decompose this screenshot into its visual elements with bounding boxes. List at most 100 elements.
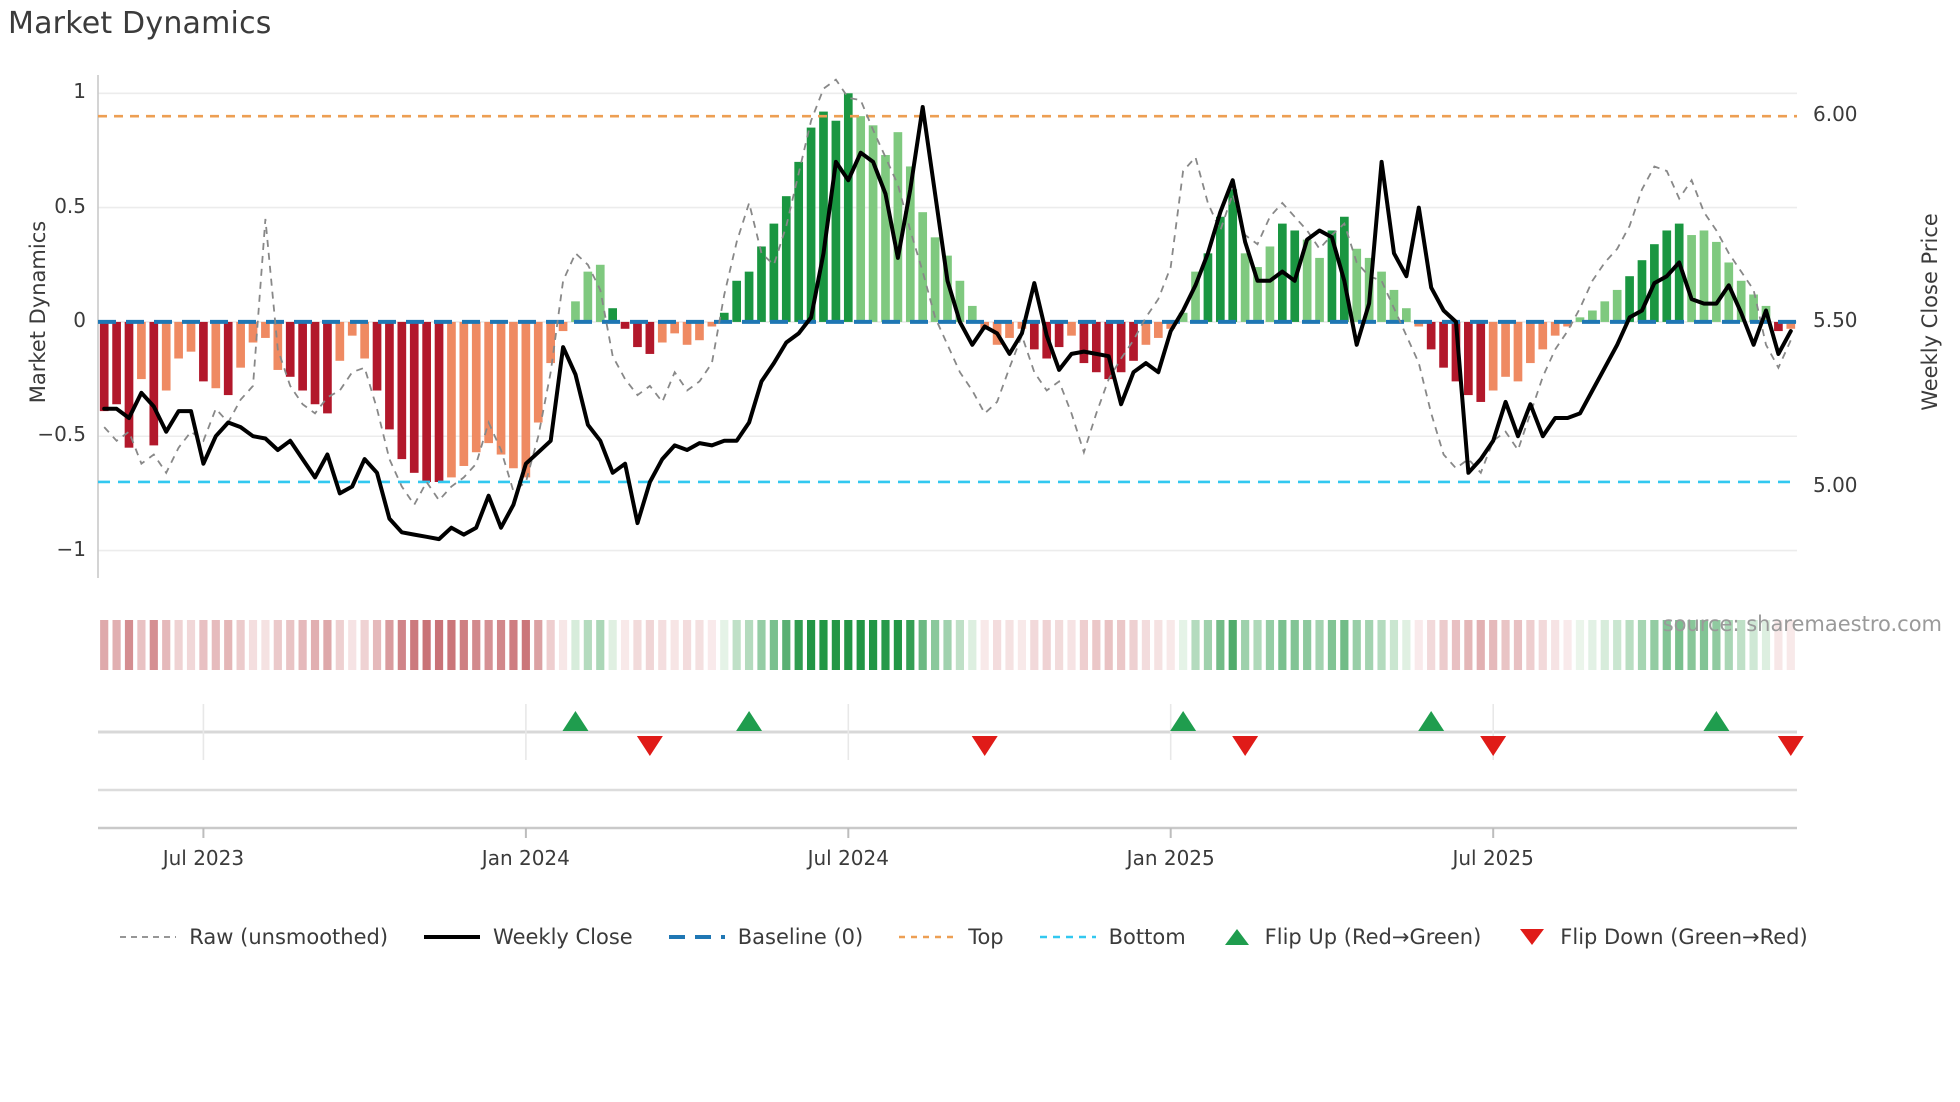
bar — [1687, 235, 1696, 322]
dashed-line-gray-icon — [118, 927, 178, 947]
heatmap-cell — [348, 620, 357, 670]
heatmap-cell — [385, 620, 394, 670]
bar — [645, 321, 655, 354]
triangle-down-icon — [1515, 926, 1549, 948]
bar — [248, 321, 258, 343]
heatmap-cell — [757, 620, 766, 670]
heatmap-cell — [968, 620, 977, 670]
legend-item[interactable]: Flip Up (Red→Green) — [1220, 925, 1482, 949]
heatmap-cell — [1179, 620, 1188, 670]
bar — [533, 321, 543, 423]
heatmap-cell — [1451, 620, 1461, 670]
heatmap-cell — [1377, 620, 1386, 670]
bar — [558, 321, 568, 332]
bar — [1724, 262, 1734, 322]
heatmap-cell — [682, 620, 692, 670]
bar — [657, 321, 667, 343]
legend-item[interactable]: Bottom — [1038, 925, 1186, 949]
bar — [335, 321, 345, 361]
legend-item[interactable]: Raw (unsmoothed) — [118, 925, 388, 949]
bar — [434, 321, 444, 482]
bar — [670, 321, 680, 334]
heatmap-cell — [100, 620, 109, 670]
triangle-down-icon — [1480, 736, 1507, 756]
bar — [385, 321, 394, 430]
bar — [707, 321, 717, 327]
heatmap-cell — [410, 620, 419, 670]
bar — [546, 321, 555, 364]
legend-item[interactable]: Top — [897, 925, 1004, 949]
legend-item[interactable]: Baseline (0) — [667, 925, 863, 949]
heatmap-cell — [1650, 620, 1659, 670]
heatmap-cell — [1613, 620, 1622, 670]
heatmap-cell — [1191, 620, 1200, 670]
heatmap-cell — [1551, 620, 1560, 670]
heatmap-cell — [1042, 620, 1051, 670]
bar — [583, 271, 593, 322]
heatmap-cell — [819, 620, 828, 670]
bar — [372, 321, 382, 391]
bar — [1426, 321, 1436, 350]
heatmap-cell — [1761, 620, 1771, 670]
heatmap-cell — [707, 620, 716, 670]
heatmap-cell — [137, 620, 146, 670]
legend-item-label: Baseline (0) — [737, 925, 864, 949]
heatmap-cell — [1625, 620, 1634, 670]
heatmap-cell — [112, 620, 121, 670]
source-note: source: sharemaestro.com — [1662, 612, 1942, 636]
bar — [719, 312, 729, 322]
heatmap-cell — [162, 620, 171, 670]
bar — [161, 321, 171, 391]
heatmap-cell — [1501, 620, 1510, 670]
chart-legend: Raw (unsmoothed) Weekly Close Baseline (0)… — [0, 925, 1960, 949]
heatmap-cell — [224, 620, 233, 670]
bar — [397, 321, 407, 460]
heatmap-cell — [521, 620, 530, 670]
heatmap-cell — [1427, 620, 1436, 670]
bar — [1451, 321, 1461, 382]
x-tick-label: Jul 2025 — [1452, 846, 1534, 870]
bar — [918, 212, 928, 322]
y-tick-label-left: −1 — [56, 536, 86, 561]
heatmap-cell — [732, 620, 741, 670]
heatmap-cell — [459, 620, 468, 670]
heatmap-cell — [1340, 620, 1349, 670]
heatmap-cell — [496, 620, 506, 670]
heatmap-cell — [1402, 620, 1411, 670]
bar — [757, 246, 766, 322]
bar — [843, 93, 853, 322]
heatmap-cell — [1166, 620, 1175, 670]
x-tick-label: Jan 2025 — [1126, 846, 1215, 870]
bar — [496, 321, 506, 455]
bar — [360, 321, 369, 359]
heatmap-cell — [447, 620, 456, 670]
bar — [298, 321, 307, 391]
heatmap-cell — [546, 620, 555, 670]
weekly-close-line — [102, 105, 1793, 542]
heatmap-cell — [782, 620, 791, 670]
heatmap-cell — [1117, 620, 1126, 670]
heatmap-cell — [1055, 620, 1064, 670]
legend-item-label: Flip Up (Red→Green) — [1264, 925, 1482, 949]
heatmap-cell — [1327, 620, 1337, 670]
bar — [868, 125, 878, 322]
triangle-up-icon — [562, 711, 589, 731]
heatmap-cell — [372, 620, 382, 670]
x-tick-label: Jul 2024 — [807, 846, 889, 870]
bar — [447, 321, 456, 478]
heatmap-cell — [1476, 620, 1485, 670]
legend-item[interactable]: Flip Down (Green→Red) — [1515, 925, 1808, 949]
heatmap-cell — [608, 620, 617, 670]
bar — [1786, 321, 1796, 329]
heatmap-cell — [1662, 620, 1671, 670]
bar — [682, 321, 692, 345]
heatmap-cell — [186, 620, 196, 670]
heatmap-cell — [472, 620, 481, 670]
legend-item[interactable]: Weekly Close — [422, 925, 633, 949]
heatmap-cell — [1637, 620, 1647, 670]
page-title: Market Dynamics — [8, 6, 272, 41]
heatmap-cell — [422, 620, 431, 670]
heatmap-cell — [1067, 620, 1076, 670]
heatmap-cell — [993, 620, 1002, 670]
